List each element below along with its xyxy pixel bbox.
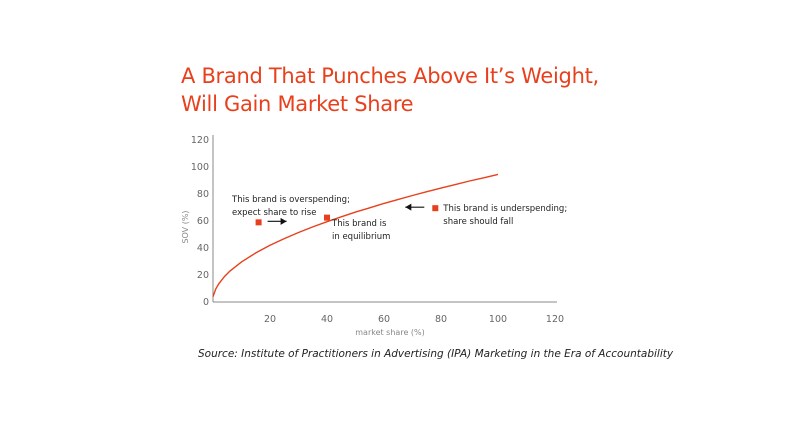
sov-curve-line	[212, 173, 499, 297]
brand-point-1	[255, 219, 262, 226]
x-axis-ticks: 20 40 60 80 100 120	[264, 314, 564, 325]
chart-annotations: This brand is overspending; expect share …	[231, 195, 567, 242]
brand-point-3	[432, 205, 439, 212]
arrow-head	[280, 217, 287, 225]
source-note: Source: Institute of Practitioners in Ad…	[198, 348, 674, 360]
x-axis-label: market share (%)	[355, 328, 425, 337]
x-tick-label: 100	[489, 314, 507, 325]
annotation-underspending: This brand is underspending; share should…	[442, 204, 567, 227]
brand-point-2	[324, 214, 330, 221]
arrow-head	[405, 203, 412, 211]
y-tick-label: 120	[191, 135, 209, 146]
chart-title-line-1: A Brand That Punches Above It’s Weight,	[181, 64, 599, 88]
arrow-right-icon	[267, 217, 287, 225]
y-axis-label: SOV (%)	[181, 210, 190, 243]
y-tick-label: 0	[203, 297, 209, 308]
y-axis-ticks: 0 20 40 60 80 100 120	[191, 135, 209, 308]
chart-series	[212, 173, 499, 297]
annotation-equilibrium: This brand is in equilibrium	[331, 219, 390, 242]
chart-title-line-2: Will Gain Market Share	[181, 92, 414, 116]
arrow-left-icon	[405, 203, 425, 211]
y-tick-label: 40	[197, 243, 209, 254]
annotation-overspending: This brand is overspending; expect share …	[231, 195, 350, 218]
chart-title: A Brand That Punches Above It’s Weight, …	[181, 62, 599, 118]
y-tick-label: 20	[197, 270, 209, 281]
x-tick-label: 60	[378, 314, 390, 325]
x-tick-label: 20	[264, 314, 276, 325]
x-tick-label: 120	[546, 314, 564, 325]
y-tick-label: 60	[197, 216, 209, 227]
chart-axes	[212, 135, 557, 303]
x-tick-label: 80	[435, 314, 447, 325]
y-tick-label: 100	[191, 162, 209, 173]
x-tick-label: 40	[321, 314, 333, 325]
y-tick-label: 80	[197, 189, 209, 200]
